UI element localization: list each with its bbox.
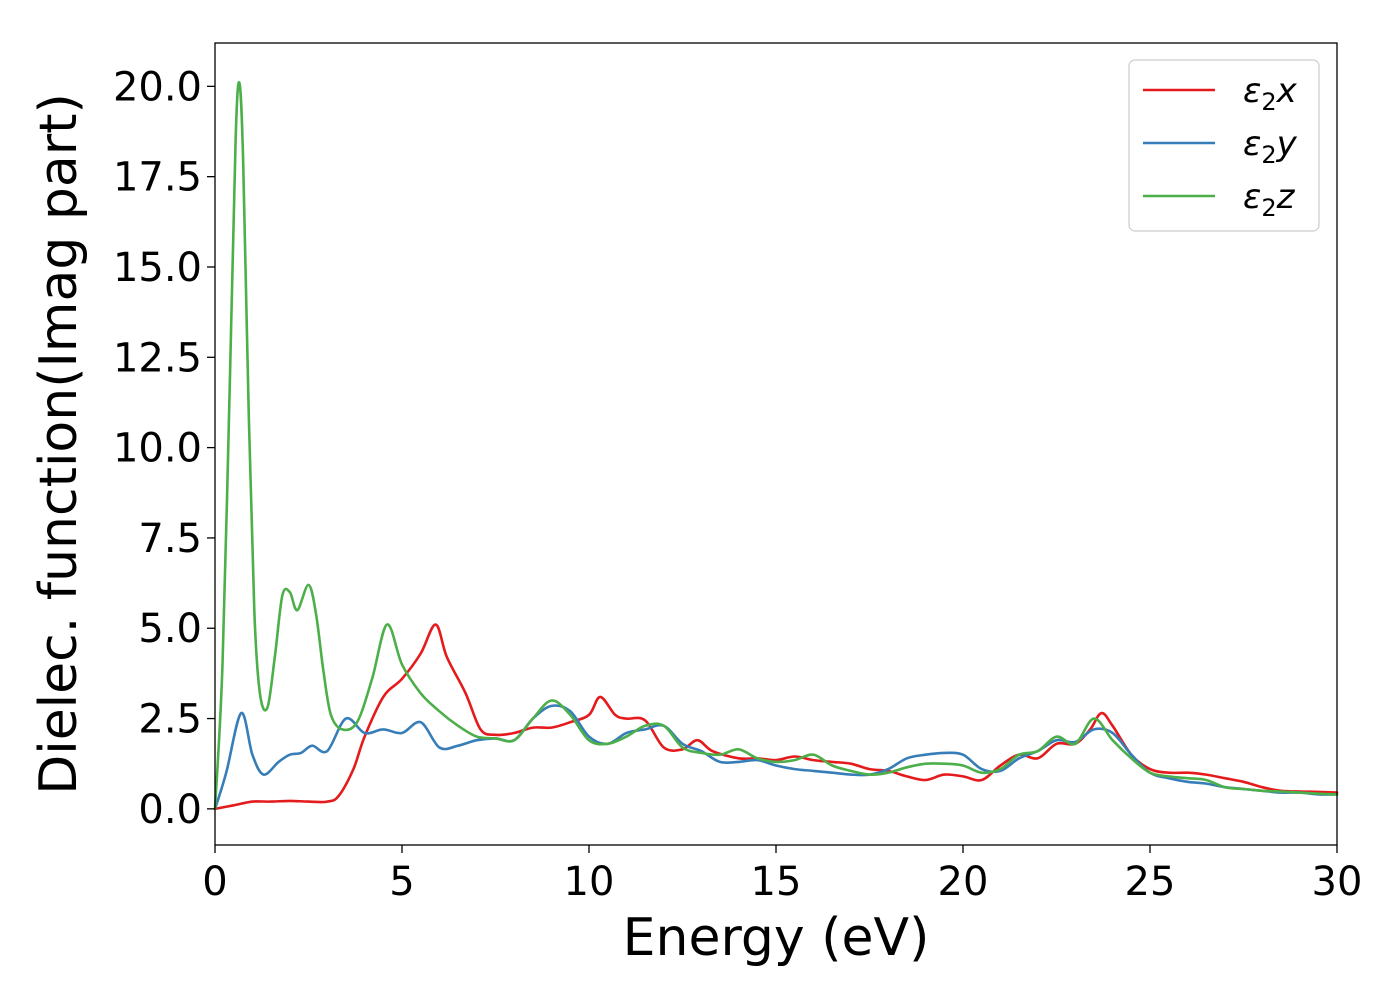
y-tick-label: 2.5 [138, 697, 202, 743]
y-tick-label: 15.0 [113, 245, 202, 291]
y-tick-label: 20.0 [113, 64, 202, 110]
x-axis: 0 5 10 15 20 25 30 [202, 845, 1362, 905]
x-tick-label: 10 [564, 859, 615, 905]
x-tick-label: 30 [1312, 859, 1363, 905]
y-axis: 0.0 2.5 5.0 7.5 10.0 12.5 15.0 17.5 20.0 [113, 64, 215, 833]
y-tick-label: 17.5 [113, 155, 202, 201]
x-tick-label: 20 [938, 859, 989, 905]
legend-box [1128, 59, 1320, 232]
y-axis-title: Dielec. function(Imag part) [29, 93, 89, 795]
y-tick-label: 5.0 [138, 606, 202, 652]
x-tick-label: 0 [202, 859, 227, 905]
x-axis-title: Energy (eV) [623, 908, 930, 968]
legend: ε2x ε2y ε2z [1128, 59, 1320, 232]
y-tick-label: 10.0 [113, 426, 202, 472]
legend-label-z: ε2z [1243, 177, 1296, 222]
x-tick-label: 15 [751, 859, 802, 905]
legend-label-y: ε2y [1243, 124, 1298, 169]
series-line-z [213, 80, 1339, 811]
y-tick-label: 7.5 [138, 516, 202, 562]
x-tick-label: 25 [1125, 859, 1176, 905]
series-layer [213, 80, 1339, 811]
y-tick-label: 0.0 [138, 787, 202, 833]
y-tick-label: 12.5 [113, 335, 202, 381]
x-tick-label: 5 [389, 859, 414, 905]
legend-label-x: ε2x [1243, 71, 1298, 116]
